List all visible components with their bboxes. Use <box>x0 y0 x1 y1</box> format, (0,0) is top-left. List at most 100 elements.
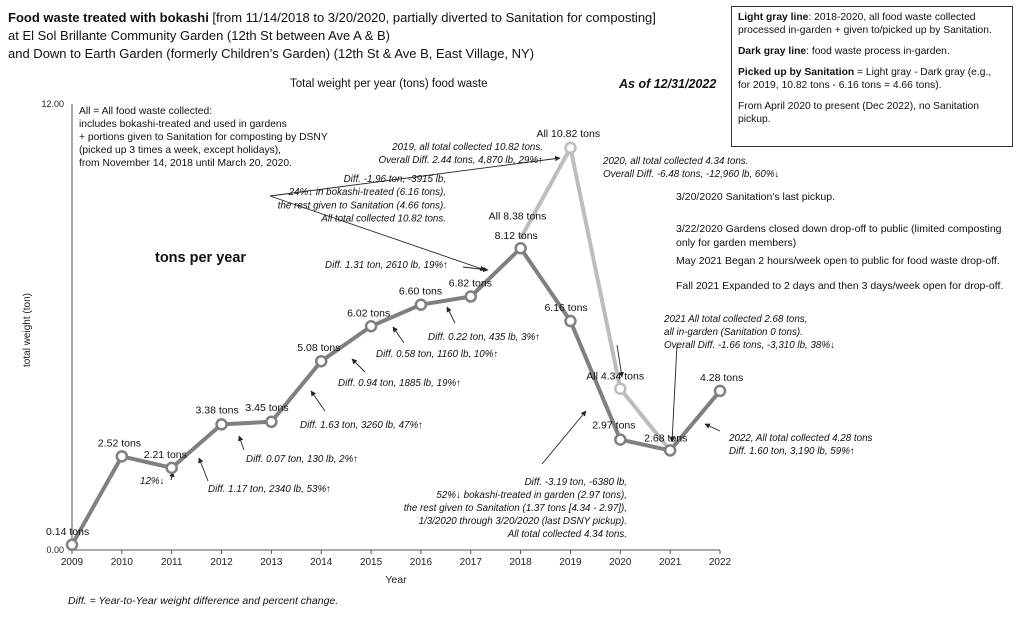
chart-title: Food waste treated with bokashi <box>8 10 209 25</box>
legend-april-text: From April 2020 to present (Dec 2022), n… <box>738 101 979 125</box>
leader-arrow <box>704 423 721 432</box>
diff-annotation-line: Overall Diff. -6.48 tons, -12,960 lb, 60… <box>603 169 779 180</box>
legend-pickup-text: = Light gray - Dark gray (e.g., for 2019… <box>738 67 992 91</box>
diff-annotation-line: 24%↓ in bokashi-treated (6.16 tons), <box>288 187 446 198</box>
data-point <box>364 320 378 333</box>
all-note-line: includes bokashi-treated and used in gar… <box>79 119 287 130</box>
data-point <box>514 241 527 255</box>
point-label: 6.82 tons <box>449 278 492 290</box>
data-point <box>265 415 278 429</box>
diff-annotation-line: Diff. 0.58 ton, 1160 lb, 10%↑ <box>376 349 498 360</box>
all-note-line: + portions given to Sanitation for compo… <box>79 132 328 143</box>
data-point <box>614 433 627 446</box>
legend-light-label: Light gray line <box>738 12 809 23</box>
as-of-date: As of 12/31/2022 <box>619 77 717 91</box>
diff-annotation-line: Diff. 1.63 ton, 3260 lb, 47%↑ <box>300 420 423 431</box>
x-tick-label: 2012 <box>210 557 233 568</box>
diff-annotation-line: Diff. -3.19 ton, -6380 lb, <box>525 477 627 488</box>
series-in-garden-line <box>70 246 722 546</box>
x-tick-label: 2019 <box>559 557 582 568</box>
diff-annotation-line: Diff. 0.22 ton, 435 lb, 3%↑ <box>428 332 540 343</box>
note-last-pickup: 3/20/2020 Sanitation's last pickup. <box>676 191 836 203</box>
footnote: Diff. = Year-to-Year weight difference a… <box>68 595 339 607</box>
leader-arrow <box>541 410 587 465</box>
diff-annotation-line: 1/3/2020 through 3/20/2020 (last DSNY pi… <box>419 516 627 527</box>
data-point <box>663 444 677 457</box>
y-tick-label: 0.00 <box>46 545 64 555</box>
chart-subtitle: Total weight per year (tons) food waste <box>290 78 488 90</box>
all-note-line: All = All food waste collected: <box>79 106 212 117</box>
x-tick-label: 2010 <box>111 557 134 568</box>
note-gardens-closed: 3/22/2020 Gardens closed down drop-off t… <box>676 223 1002 249</box>
point-label: All 4.34 tons <box>586 371 644 383</box>
all-note-line: (picked up 3 times a week, except holida… <box>79 145 281 156</box>
note-fall-2021: Fall 2021 Expanded to 2 days and then 3 … <box>676 280 1004 292</box>
y-tick-label: 12.00 <box>41 99 64 109</box>
point-label: 6.16 tons <box>544 302 587 314</box>
diff-annotation-line: Diff. 1.60 ton, 3,190 lb, 59%↑ <box>729 446 855 457</box>
diff-annotation-line: 2020, all total collected 4.34 tons. <box>602 156 748 167</box>
leader-arrow <box>198 457 209 482</box>
x-tick-label: 2013 <box>260 557 283 568</box>
x-tick-label: 2011 <box>161 557 183 568</box>
legend-light-text: : 2018-2020, all food waste collected pr… <box>738 12 992 36</box>
chart-title-line-2: at El Sol Brillante Community Garden (12… <box>8 28 391 43</box>
legend-dark-text: : food waste process in-garden. <box>806 46 950 57</box>
diff-annotation-line: 52%↓ bokashi-treated in garden (2.97 ton… <box>436 490 627 501</box>
diff-annotation-line: the rest given to Sanitation (4.66 tons)… <box>278 200 446 211</box>
legend-pickup-label: Picked up by Sanitation <box>738 67 855 78</box>
x-tick-label: 2016 <box>410 557 433 568</box>
x-tick-label: 2015 <box>360 557 383 568</box>
diff-annotation-line: all in-garden (Sanitation 0 tons). <box>664 327 803 338</box>
diff-annotation-line: Diff. -1.96 ton, -3915 lb, <box>344 174 446 185</box>
point-label: 5.08 tons <box>297 342 340 354</box>
point-label: 8.12 tons <box>495 230 538 242</box>
x-tick-label: 2014 <box>310 557 333 568</box>
diff-annotation-line: 2022, All total collected 4.28 tons <box>728 433 873 444</box>
diff-annotation-line: Overall Diff. 2.44 tons, 4,870 lb, 29%↑ <box>379 155 543 166</box>
leader-arrow <box>269 155 561 197</box>
point-label: 3.38 tons <box>196 404 239 416</box>
diff-annotation-line: Diff. 0.94 ton, 1885 lb, 19%↑ <box>338 378 461 389</box>
diff-annotation-line: Diff. 1.31 ton, 2610 lb, 19%↑ <box>325 260 448 271</box>
diff-annotation-line: All total collected 4.34 tons. <box>507 529 627 540</box>
diff-annotation-line: Diff. 1.17 ton, 2340 lb, 53%↑ <box>208 484 331 495</box>
point-label: 2.21 tons <box>144 449 187 461</box>
leader-arrow <box>238 435 245 451</box>
point-label: All 8.38 tons <box>489 211 547 223</box>
x-tick-label: 2017 <box>460 557 483 568</box>
series-all-collected-line <box>518 145 672 452</box>
data-point <box>564 314 577 328</box>
point-label: 3.45 tons <box>245 402 288 414</box>
leader-arrow <box>616 344 624 378</box>
diff-annotation-line: 2019, all total collected 10.82 tons. <box>391 142 543 153</box>
leader-arrow <box>392 326 405 344</box>
chart-title-dates: [from 11/14/2018 to 3/20/2020, partially… <box>208 10 656 25</box>
x-tick-label: 2018 <box>509 557 532 568</box>
x-tick-label: 2009 <box>61 557 84 568</box>
x-tick-label: 2020 <box>609 557 632 568</box>
diff-annotation-line: All total collected 10.82 tons. <box>320 214 446 225</box>
point-label: 0.14 tons <box>46 526 89 538</box>
data-point <box>614 382 627 395</box>
data-point <box>65 538 79 552</box>
legend-dark-label: Dark gray line <box>738 46 807 57</box>
point-label: All 10.82 tons <box>536 128 600 140</box>
x-tick-label: 2022 <box>709 557 732 568</box>
leader-arrow <box>446 306 456 324</box>
note-may-2021: May 2021 Began 2 hours/week open to publ… <box>676 255 1000 267</box>
leader-arrow <box>351 358 366 373</box>
point-label: 6.02 tons <box>347 307 390 319</box>
data-point <box>165 461 178 475</box>
data-point <box>564 141 577 155</box>
leader-arrow <box>669 344 678 443</box>
data-point <box>314 354 328 368</box>
data-point <box>713 384 727 398</box>
all-note-line: from November 14, 2018 until March 20, 2… <box>79 158 292 169</box>
legend-box: Light gray line: 2018-2020, all food was… <box>731 6 1013 147</box>
point-label: 2.97 tons <box>592 420 635 432</box>
chart-title-line-1: Food waste treated with bokashi [from 11… <box>8 10 656 25</box>
x-tick-label: 2021 <box>659 557 682 568</box>
chart-title-line-3: and Down to Earth Garden (formerly Child… <box>8 46 535 61</box>
